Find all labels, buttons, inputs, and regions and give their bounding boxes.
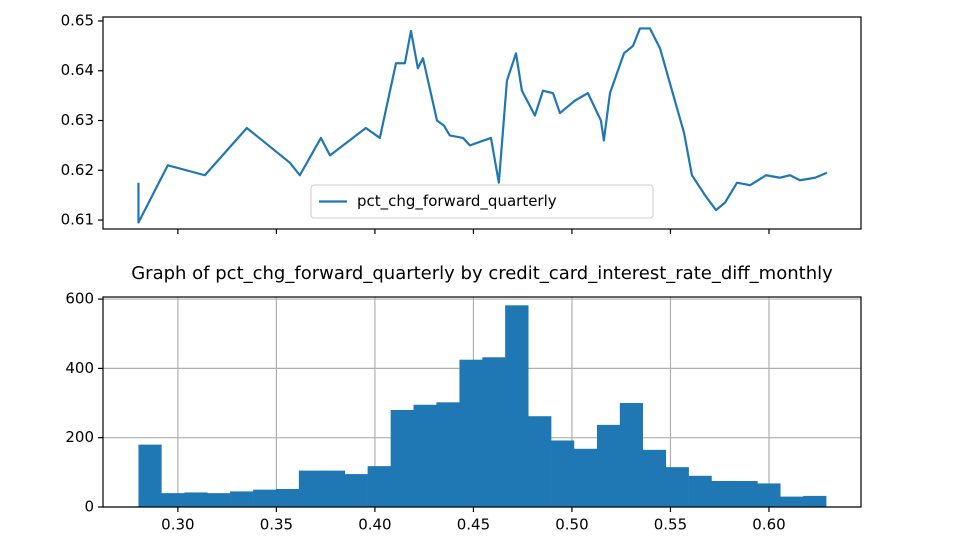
- bar: [780, 496, 804, 507]
- x-tick-label: 0.60: [752, 516, 785, 534]
- bar: [367, 466, 391, 507]
- bar: [275, 488, 300, 507]
- chart-title: Graph of pct_chg_forward_quarterly by cr…: [131, 263, 833, 284]
- legend-box: [310, 184, 654, 219]
- bar: [803, 495, 827, 507]
- x-tick-label: 0.30: [161, 516, 194, 534]
- bar: [207, 493, 231, 507]
- y-tick-label: 200: [65, 428, 94, 446]
- x-tick-label: 0.55: [654, 516, 687, 534]
- x-tick-label: 0.50: [555, 516, 588, 534]
- bar: [551, 440, 575, 507]
- bar: [505, 305, 529, 507]
- x-tick-label: 0.35: [260, 516, 293, 534]
- bar: [734, 481, 758, 507]
- bar: [184, 492, 208, 507]
- y-tick-label: 0.62: [61, 161, 94, 179]
- bar: [298, 470, 323, 507]
- bar: [528, 416, 552, 507]
- y-tick-label: 0.61: [61, 211, 94, 229]
- y-tick-label: 0: [84, 498, 94, 516]
- y-tick-label: 0.65: [61, 11, 94, 29]
- bar: [573, 448, 598, 507]
- bar: [161, 493, 185, 507]
- y-tick-label: 0.63: [61, 111, 94, 129]
- bar: [321, 470, 346, 507]
- bar: [344, 474, 368, 507]
- bar: [596, 424, 621, 507]
- data-line: [137, 27, 828, 224]
- bar: [665, 467, 689, 507]
- bar: [711, 481, 735, 507]
- bar: [253, 489, 277, 507]
- bar: [390, 409, 414, 507]
- bar: [459, 359, 483, 507]
- legend-label: pct_chg_forward_quarterly: [357, 192, 557, 211]
- axes-frame: [102, 296, 862, 508]
- bar: [436, 402, 460, 507]
- bar: [642, 449, 667, 507]
- bar: [230, 491, 254, 507]
- y-tick-label: 0.64: [61, 61, 94, 79]
- x-tick-label: 0.40: [358, 516, 391, 534]
- bar: [688, 475, 712, 507]
- y-tick-label: 600: [65, 290, 94, 308]
- bar: [619, 403, 643, 507]
- axes-frame: [102, 16, 862, 230]
- bar: [757, 483, 781, 507]
- bar: [138, 444, 162, 507]
- y-tick-label: 400: [65, 359, 94, 377]
- bar: [482, 357, 506, 507]
- x-tick-label: 0.45: [457, 516, 490, 534]
- bar: [413, 404, 437, 507]
